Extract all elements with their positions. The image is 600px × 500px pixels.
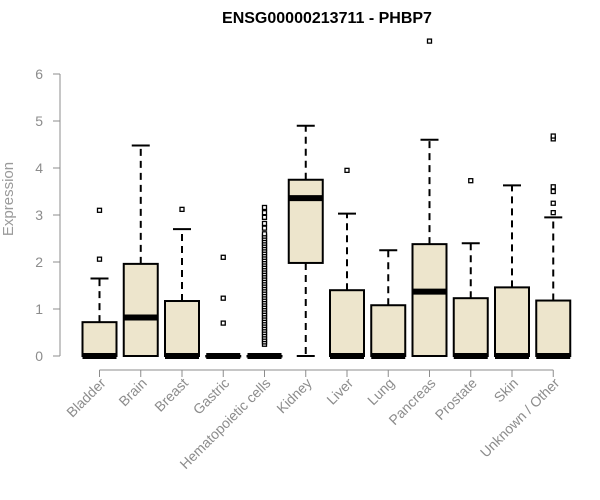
outlier-point xyxy=(550,209,556,216)
y-tick-label: 5 xyxy=(35,113,43,129)
outlier-point xyxy=(220,295,226,301)
x-tick-label: Lung xyxy=(364,375,397,408)
outlier-point xyxy=(220,320,226,326)
iqr-box xyxy=(452,297,489,358)
iqr-box xyxy=(164,300,200,358)
outlier-point xyxy=(261,231,268,237)
outlier-point xyxy=(550,200,556,206)
x-tick-label: Liver xyxy=(323,375,356,408)
outlier-point xyxy=(550,133,556,139)
outlier-point xyxy=(261,225,268,231)
outlier-point xyxy=(220,254,226,260)
iqr-box xyxy=(370,304,407,357)
outlier-point xyxy=(96,256,103,262)
box-liver xyxy=(329,167,365,359)
x-tick-label: Prostate xyxy=(432,375,480,423)
y-tick-label: 1 xyxy=(35,301,43,317)
iqr-box xyxy=(287,178,324,264)
box-prostate xyxy=(452,178,489,359)
box-pancreas xyxy=(411,38,448,357)
box-skin xyxy=(494,184,530,359)
outlier-point xyxy=(550,184,556,190)
iqr-box xyxy=(329,289,365,358)
chart-title: ENSG00000213711 - PHBP7 xyxy=(222,10,432,27)
y-axis: 0 1 2 3 4 5 6 xyxy=(35,66,61,364)
y-tick-label: 3 xyxy=(35,207,43,223)
box-bladder xyxy=(81,207,118,359)
outlier-point xyxy=(179,206,185,213)
outlier-point xyxy=(426,38,433,44)
y-tick-label: 6 xyxy=(35,66,43,82)
outlier-point xyxy=(261,214,268,221)
box-hematopoietic-cells xyxy=(246,204,283,359)
x-tick-label: Bladder xyxy=(63,375,109,421)
outlier-point xyxy=(261,220,268,227)
outlier-point xyxy=(96,207,103,213)
outlier-point xyxy=(344,167,350,174)
outlier-point xyxy=(550,188,556,195)
y-tick-label: 2 xyxy=(35,254,43,270)
iqr-box xyxy=(494,286,530,358)
iqr-box xyxy=(535,299,572,358)
iqr-box xyxy=(411,243,448,357)
x-tick-label: Brain xyxy=(115,375,149,409)
y-tick-label: 0 xyxy=(35,348,43,364)
x-tick-label: Skin xyxy=(491,375,522,406)
outlier-point xyxy=(468,178,474,184)
outlier-point xyxy=(261,204,268,211)
y-axis-label: Expression xyxy=(0,162,17,236)
box-brain xyxy=(122,144,159,358)
box-gastric xyxy=(205,254,242,359)
plot-area xyxy=(81,38,572,359)
iqr-box xyxy=(122,262,159,358)
box-lung xyxy=(370,249,407,359)
iqr-box xyxy=(81,321,118,358)
box-unknown-other xyxy=(535,133,572,359)
y-tick-label: 4 xyxy=(35,160,43,176)
x-tick-label: Breast xyxy=(151,375,191,415)
box-breast xyxy=(164,206,200,359)
x-tick-label: Kidney xyxy=(273,375,315,417)
outlier-point xyxy=(261,209,268,216)
box-kidney xyxy=(287,124,324,357)
